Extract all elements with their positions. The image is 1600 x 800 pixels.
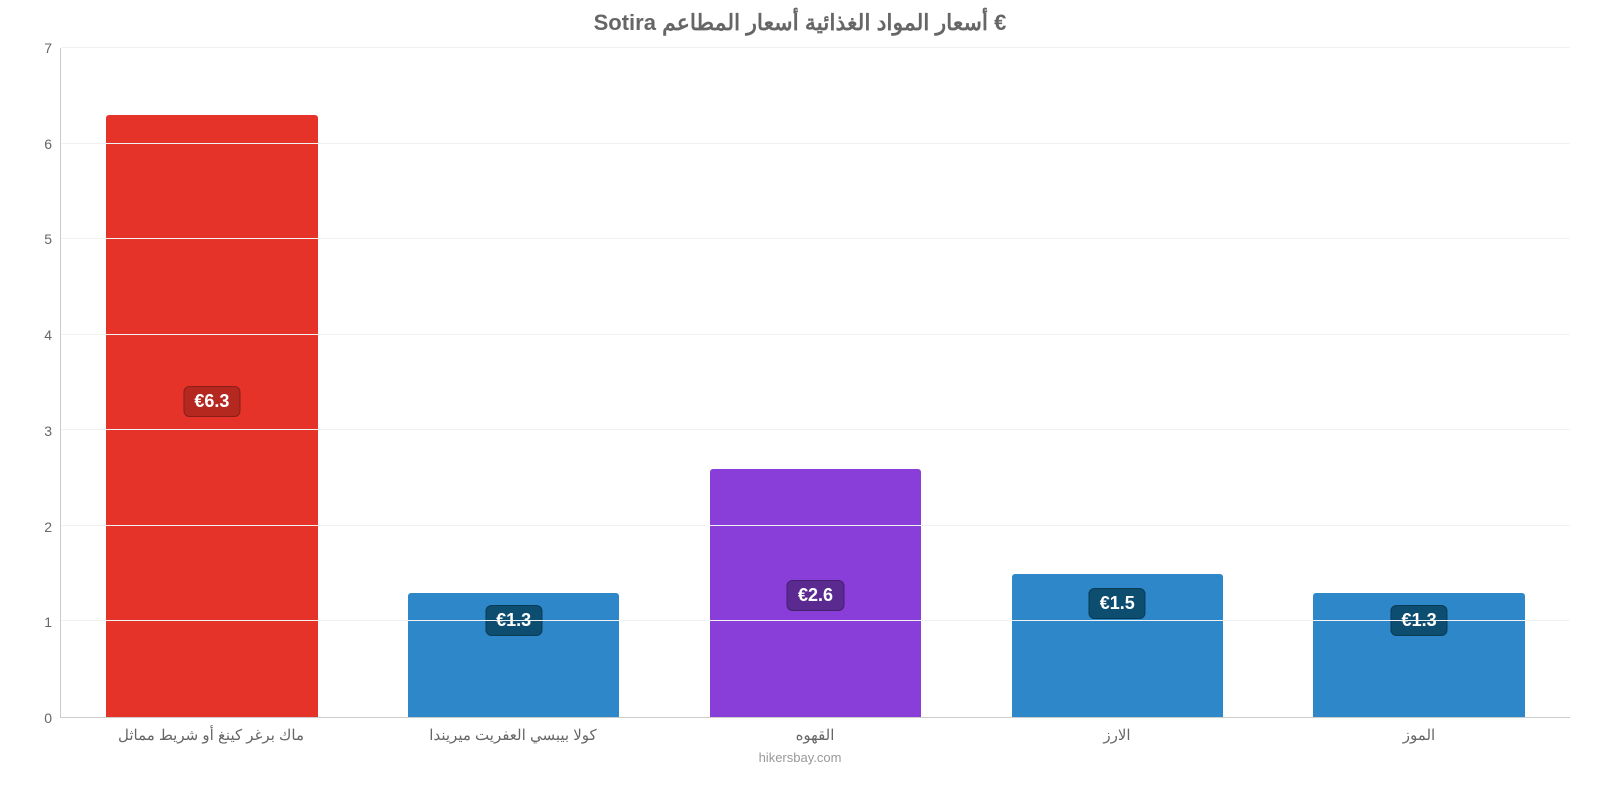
- x-label: الموز: [1268, 726, 1570, 744]
- y-tick: 0: [44, 710, 52, 726]
- bar: €1.3: [1313, 593, 1524, 717]
- bar-slot: €1.3: [1268, 48, 1570, 717]
- chart-title: Sotira أسعار المواد الغذائية أسعار المطا…: [30, 10, 1570, 36]
- x-axis: ماك برغر كينغ أو شريط مماثلكولا بيبسي ال…: [60, 718, 1570, 744]
- grid-line: [61, 620, 1570, 621]
- x-label: كولا بيبسي العفريت ميريندا: [362, 726, 664, 744]
- x-label: القهوه: [664, 726, 966, 744]
- grid-line: [61, 47, 1570, 48]
- grid-line: [61, 525, 1570, 526]
- grid-line: [61, 143, 1570, 144]
- price-chart: Sotira أسعار المواد الغذائية أسعار المطا…: [0, 0, 1600, 800]
- grid-line: [61, 429, 1570, 430]
- chart-footer: hikersbay.com: [30, 750, 1570, 765]
- bar-slot: €1.3: [363, 48, 665, 717]
- bar-slot: €6.3: [61, 48, 363, 717]
- grid-line: [61, 238, 1570, 239]
- bar-slot: €2.6: [665, 48, 967, 717]
- y-tick: 1: [44, 614, 52, 630]
- x-label: ماك برغر كينغ أو شريط مماثل: [60, 726, 362, 744]
- bars-row: €6.3 €1.3 €2.6 €1.5 €1.3: [61, 48, 1570, 717]
- grid-line: [61, 334, 1570, 335]
- plot-area: 01234567 €6.3€1.3€2.6€1.5€1.3: [30, 48, 1570, 718]
- bar: €1.5: [1012, 574, 1223, 717]
- x-label: الارز: [966, 726, 1268, 744]
- bar-value-label: €2.6: [787, 580, 844, 611]
- bar-slot: €1.5: [966, 48, 1268, 717]
- y-tick: 4: [44, 327, 52, 343]
- bar: €6.3: [106, 115, 317, 717]
- y-tick: 6: [44, 136, 52, 152]
- y-axis: 01234567: [30, 48, 60, 718]
- y-tick: 5: [44, 231, 52, 247]
- bar: €2.6: [710, 469, 921, 717]
- y-tick: 7: [44, 40, 52, 56]
- bar: €1.3: [408, 593, 619, 717]
- y-tick: 3: [44, 423, 52, 439]
- bar-value-label: €1.5: [1089, 588, 1146, 619]
- grid-area: €6.3 €1.3 €2.6 €1.5 €1.3: [60, 48, 1570, 718]
- bar-value-label: €6.3: [183, 386, 240, 417]
- y-tick: 2: [44, 519, 52, 535]
